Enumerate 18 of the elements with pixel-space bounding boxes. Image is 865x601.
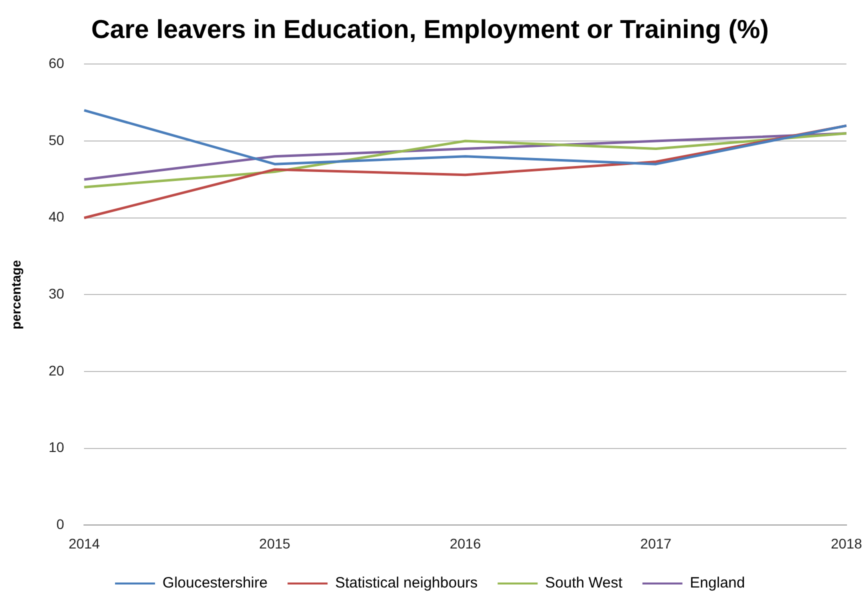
legend-label: England [690,574,745,592]
x-tick-label: 2014 [68,535,100,552]
legend-label: Statistical neighbours [335,574,478,592]
y-tick-label: 40 [48,208,64,225]
y-tick-label: 20 [48,362,64,378]
y-axis-title: percentage [8,260,24,330]
chart-title: Care leavers in Education, Employment or Training (%) [91,14,769,44]
x-tick-label: 2018 [830,535,862,552]
x-tick-label: 2016 [450,535,482,552]
legend-label: South West [545,574,624,592]
x-tick-label: 2017 [640,535,672,552]
y-tick-label: 0 [56,516,64,532]
y-tick-label: 10 [48,439,64,456]
y-tick-label: 60 [48,55,64,72]
legend-label: Gloucestershire [162,574,268,592]
y-tick-label: 50 [48,132,64,148]
x-tick-label: 2015 [259,535,291,552]
y-tick-label: 30 [48,286,64,302]
